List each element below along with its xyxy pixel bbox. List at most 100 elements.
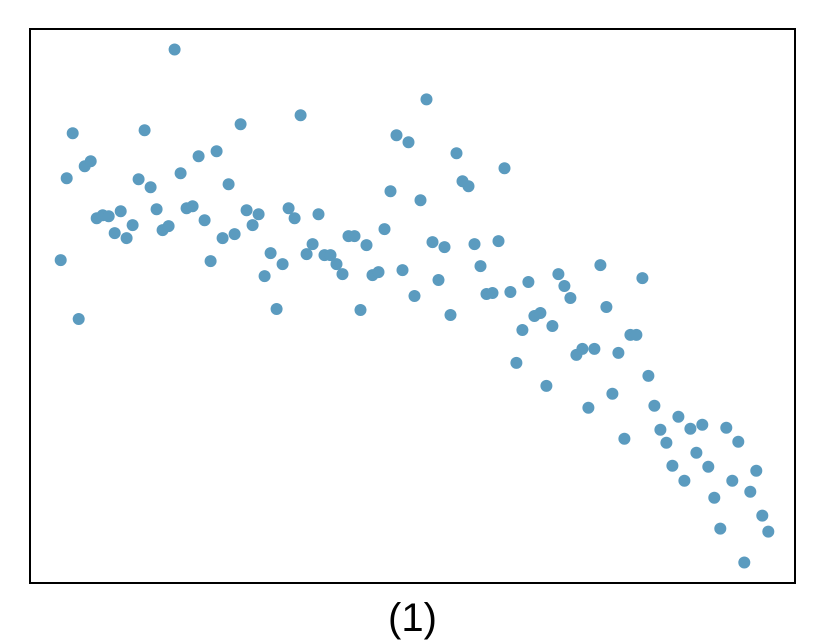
data-point [750, 464, 763, 477]
data-point [228, 228, 241, 241]
data-point [756, 509, 769, 522]
data-point [594, 259, 607, 272]
data-point [198, 214, 211, 227]
data-point [588, 342, 601, 355]
data-point [150, 203, 163, 216]
data-point [120, 232, 133, 245]
data-point [252, 208, 265, 221]
data-point [582, 401, 595, 414]
data-point [660, 436, 673, 449]
data-point [552, 268, 565, 281]
data-point [474, 260, 487, 273]
data-point [138, 124, 151, 137]
data-point [522, 276, 535, 288]
data-point [696, 418, 709, 431]
data-point [216, 232, 229, 245]
data-point [66, 127, 79, 140]
data-point [186, 200, 199, 213]
data-point [348, 230, 361, 243]
data-point [390, 129, 403, 142]
data-point [300, 248, 313, 261]
data-point [258, 270, 271, 283]
data-point [702, 460, 715, 473]
data-point [642, 369, 655, 382]
data-point [60, 172, 73, 185]
data-point [630, 328, 643, 341]
data-point [678, 474, 691, 487]
data-point [282, 202, 295, 215]
data-point [54, 254, 67, 267]
data-point [270, 303, 283, 315]
data-point [162, 220, 175, 233]
data-point [534, 307, 547, 319]
data-point [72, 313, 85, 325]
data-point [192, 150, 205, 163]
data-point [654, 423, 667, 436]
data-point [222, 178, 235, 191]
data-point [690, 446, 703, 459]
data-point [486, 287, 499, 299]
data-point [618, 432, 631, 445]
data-point [408, 290, 421, 302]
data-point [276, 258, 289, 271]
data-point [714, 522, 727, 535]
data-point [684, 422, 697, 435]
data-point [540, 379, 553, 392]
data-point [324, 249, 337, 262]
data-point [294, 109, 307, 122]
data-point [336, 268, 349, 281]
data-point [744, 485, 757, 498]
data-point [402, 136, 415, 149]
data-point [510, 356, 523, 369]
data-point [144, 181, 157, 194]
data-point [438, 241, 451, 254]
data-point [306, 238, 319, 251]
data-point [174, 167, 187, 180]
data-point [672, 410, 685, 423]
data-point [606, 387, 619, 400]
data-point [108, 227, 121, 240]
data-point [720, 421, 733, 434]
data-point [168, 43, 181, 56]
data-point [234, 118, 247, 131]
plot-frame [29, 28, 796, 584]
data-point [564, 292, 577, 304]
data-point [558, 280, 571, 292]
data-point [204, 255, 217, 268]
data-point [708, 491, 721, 504]
data-point [444, 309, 457, 321]
data-point [426, 236, 439, 249]
data-point [396, 264, 409, 277]
data-point [420, 93, 433, 106]
data-point [600, 301, 613, 313]
data-point [132, 173, 145, 186]
data-point [354, 304, 367, 316]
data-point [726, 474, 739, 487]
data-point [378, 223, 391, 236]
data-point [762, 525, 775, 538]
data-point [210, 145, 223, 158]
data-point [666, 459, 679, 472]
data-point [450, 147, 463, 160]
data-point [732, 435, 745, 448]
data-point [432, 274, 445, 286]
data-point [114, 205, 127, 218]
data-point [384, 185, 397, 198]
data-point [504, 286, 517, 298]
data-point [84, 155, 97, 168]
data-point [576, 342, 589, 355]
data-point [492, 235, 505, 248]
data-point [546, 320, 559, 332]
data-point [462, 180, 475, 193]
data-point [738, 556, 751, 569]
data-point [312, 208, 325, 221]
data-point [516, 324, 529, 336]
data-point [246, 219, 259, 232]
data-point [636, 272, 649, 285]
data-point [648, 399, 661, 412]
data-point [264, 247, 277, 260]
chart-caption: (1) [388, 596, 437, 640]
data-point [330, 258, 343, 271]
data-point [102, 210, 115, 223]
